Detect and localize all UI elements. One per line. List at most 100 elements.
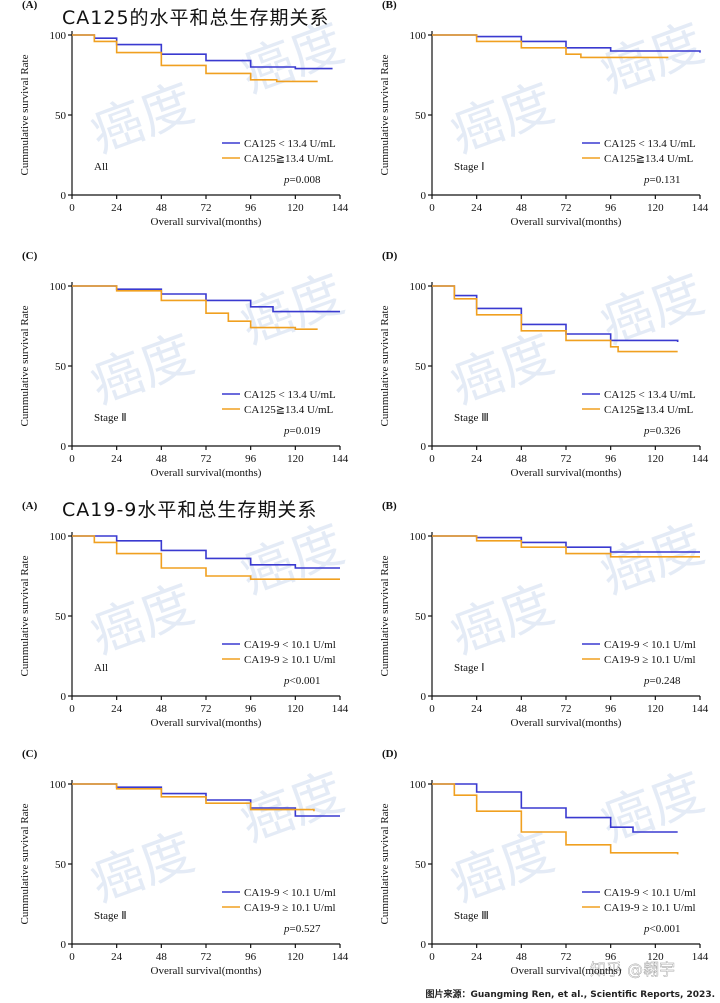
p-number: =0.326 [650, 425, 681, 437]
panel-label: (A) [22, 500, 38, 512]
x-tick-label: 144 [332, 202, 349, 214]
x-axis-title: Overall survival(months) [151, 216, 262, 228]
p-number: =0.008 [290, 174, 321, 186]
watermark: 癌度 [83, 822, 201, 914]
p-number: <0.001 [650, 923, 681, 935]
legend-label: CA125 < 13.4 U/mL [244, 389, 336, 401]
watermark: 癌度 [83, 324, 201, 416]
survival-curve [72, 34, 333, 70]
legend-label: CA19-9 < 10.1 U/ml [244, 639, 336, 651]
panel-label: (A) [22, 0, 38, 11]
p-value: p<0.001 [643, 923, 680, 935]
x-tick-label: 24 [111, 951, 123, 963]
x-tick-label: 24 [111, 202, 123, 214]
x-axis-title: Overall survival(months) [511, 965, 622, 977]
annotation: Stage Ⅰ [454, 161, 484, 173]
watermark: 癌度 [443, 822, 561, 914]
survival-curve [72, 285, 318, 330]
legend-label: CA19-9 ≥ 10.1 U/ml [244, 654, 336, 666]
p-symbol: p [643, 923, 650, 935]
x-tick-label: 144 [692, 951, 709, 963]
watermark: 癌度 [593, 514, 711, 606]
y-axis-title: Cummulative survival Rate [379, 305, 391, 426]
y-tick-label: 0 [61, 190, 67, 202]
watermark: 癌度 [443, 324, 561, 416]
platform-watermark: 知乎 @翱宇 [590, 960, 675, 979]
x-tick-label: 120 [287, 703, 304, 715]
x-tick-label: 72 [201, 202, 212, 214]
x-tick-label: 0 [69, 453, 75, 465]
x-tick-label: 144 [332, 951, 349, 963]
panel-label: (D) [382, 748, 398, 760]
x-tick-label: 0 [429, 202, 435, 214]
group-heading: CA19-9水平和总生存期关系 [62, 499, 317, 521]
survival-curve [72, 34, 318, 83]
legend-label: CA19-9 < 10.1 U/ml [244, 887, 336, 899]
survival-curve [72, 783, 315, 812]
x-tick-label: 120 [647, 453, 664, 465]
x-tick-label: 120 [647, 703, 664, 715]
x-tick-label: 96 [605, 202, 617, 214]
watermark: 癌度 [593, 13, 711, 105]
x-tick-label: 120 [287, 453, 304, 465]
x-tick-label: 48 [156, 703, 168, 715]
p-number: =0.527 [290, 923, 321, 935]
x-tick-label: 24 [111, 703, 123, 715]
y-tick-label: 100 [410, 779, 427, 791]
y-tick-label: 100 [50, 779, 67, 791]
watermark: 癌度 [443, 73, 561, 165]
y-axis-title: Cummulative survival Rate [19, 555, 31, 676]
legend-label: CA19-9 < 10.1 U/ml [604, 639, 696, 651]
p-number: =0.131 [650, 174, 681, 186]
legend-label: CA19-9 < 10.1 U/ml [604, 887, 696, 899]
y-tick-label: 50 [415, 611, 427, 623]
watermark: 癌度 [233, 264, 351, 356]
x-tick-label: 48 [516, 703, 528, 715]
x-tick-label: 72 [561, 202, 572, 214]
y-axis-title: Cummulative survival Rate [19, 54, 31, 175]
y-tick-label: 0 [421, 190, 427, 202]
x-tick-label: 24 [471, 951, 483, 963]
annotation: Stage Ⅱ [94, 412, 127, 424]
x-tick-label: 48 [156, 951, 168, 963]
survival-curve [72, 535, 340, 580]
panel-label: (B) [382, 0, 397, 11]
x-tick-label: 48 [516, 951, 528, 963]
panel-label: (C) [22, 748, 38, 760]
legend-label: CA19-9 ≥ 10.1 U/ml [604, 902, 696, 914]
p-value: p<0.001 [283, 675, 320, 687]
x-tick-label: 0 [69, 951, 75, 963]
panel-label: (C) [22, 250, 38, 262]
x-axis-title: Overall survival(months) [511, 467, 622, 479]
legend-label: CA125 < 13.4 U/mL [604, 389, 696, 401]
x-tick-label: 72 [201, 951, 212, 963]
y-tick-label: 0 [61, 691, 67, 703]
x-tick-label: 48 [516, 202, 528, 214]
x-tick-label: 120 [647, 202, 664, 214]
y-tick-label: 100 [410, 30, 427, 42]
p-symbol: p [643, 174, 650, 186]
p-value: p=0.248 [643, 675, 681, 687]
annotation: All [94, 161, 108, 173]
annotation: Stage Ⅱ [94, 910, 127, 922]
x-axis-title: Overall survival(months) [511, 717, 622, 729]
x-tick-label: 0 [429, 453, 435, 465]
legend-label: CA19-9 ≥ 10.1 U/ml [244, 902, 336, 914]
x-tick-label: 144 [692, 453, 709, 465]
p-number: =0.248 [650, 675, 681, 687]
legend-label: CA125≧13.4 U/mL [244, 153, 334, 165]
x-tick-label: 96 [245, 703, 257, 715]
x-axis-title: Overall survival(months) [511, 216, 622, 228]
legend-label: CA125≧13.4 U/mL [604, 404, 694, 416]
legend-label: CA125≧13.4 U/mL [604, 153, 694, 165]
x-tick-label: 120 [647, 951, 664, 963]
y-tick-label: 100 [50, 281, 67, 293]
p-symbol: p [283, 174, 290, 186]
survival-curve [432, 285, 678, 353]
panel-label: (D) [382, 250, 398, 262]
survival-curve [432, 783, 679, 855]
y-tick-label: 50 [55, 361, 67, 373]
y-axis-title: Cummulative survival Rate [379, 803, 391, 924]
